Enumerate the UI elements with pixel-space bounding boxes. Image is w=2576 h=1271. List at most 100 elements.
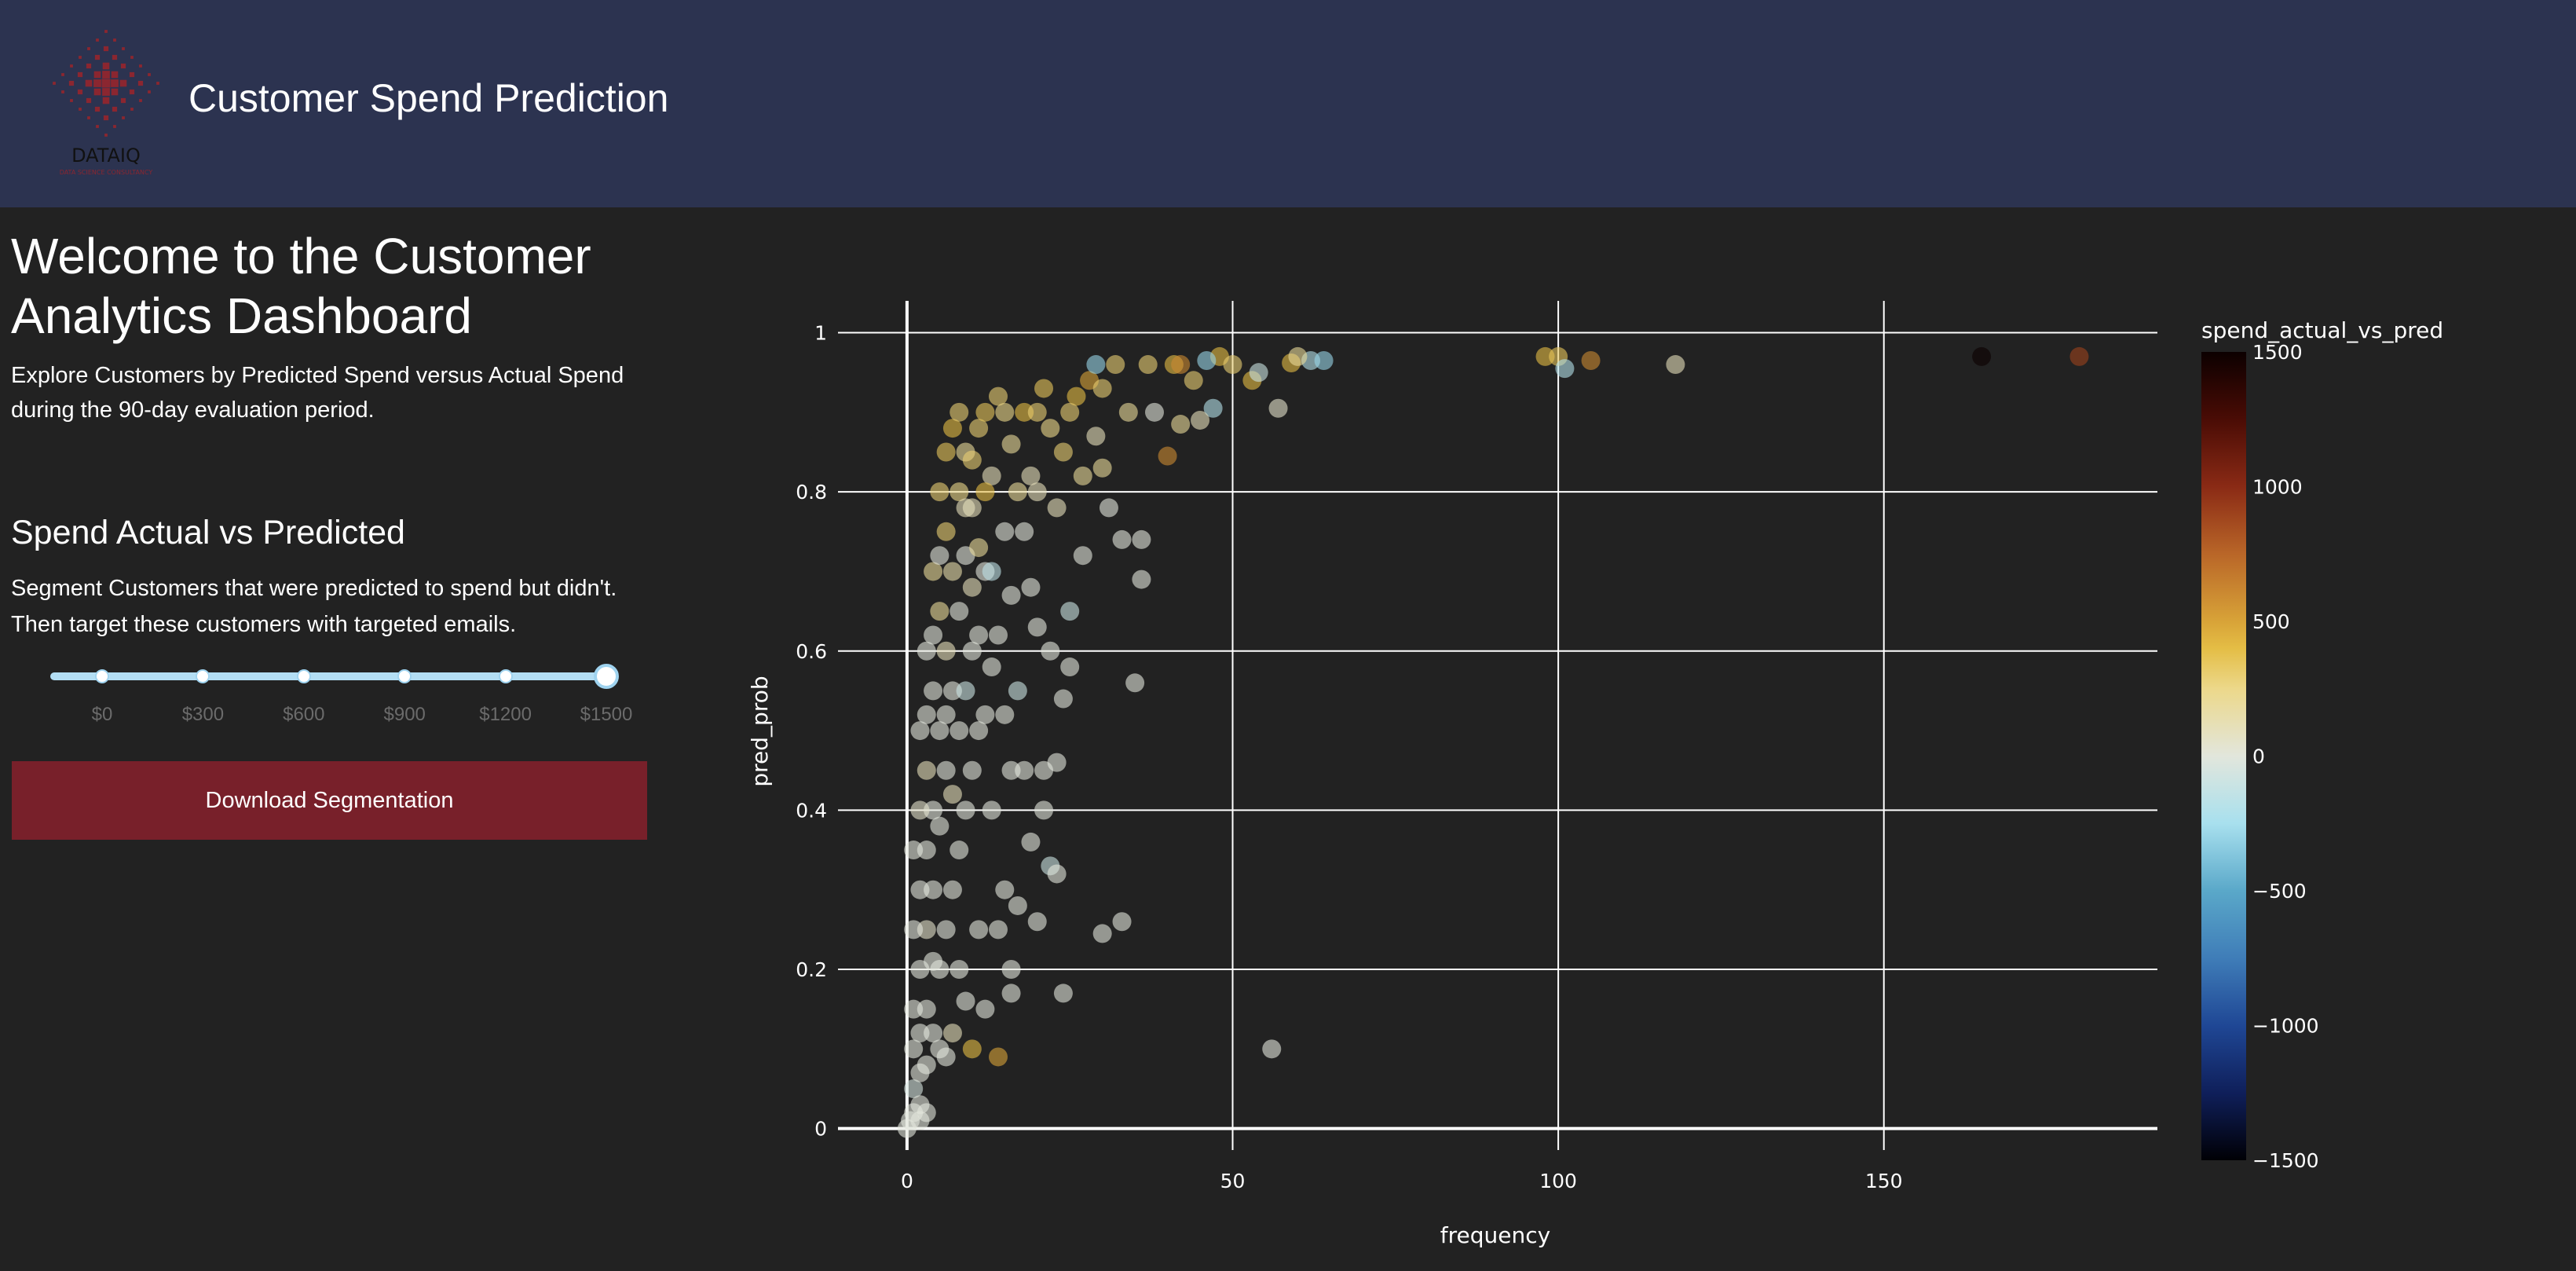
scatter-point xyxy=(917,1103,936,1123)
scatter-point xyxy=(1027,617,1047,637)
y-tick-label: 1 xyxy=(814,322,827,345)
scatter-point xyxy=(910,880,930,899)
slider-mark-label: $1500 xyxy=(580,704,633,725)
scatter-point xyxy=(904,920,924,940)
scatter-point xyxy=(910,1024,930,1043)
scatter-point xyxy=(1242,371,1262,390)
colorbar-tick-label: −1000 xyxy=(2252,1015,2319,1038)
logo-square xyxy=(102,71,110,79)
scatter-point xyxy=(924,1024,943,1043)
scatter-point xyxy=(942,880,962,899)
scatter-point xyxy=(910,721,930,741)
scatter-point xyxy=(1060,402,1080,422)
x-axis-label: frequency xyxy=(1440,1222,1550,1248)
scatter-point xyxy=(917,999,936,1019)
scatter-point xyxy=(1164,355,1184,375)
scatter-point xyxy=(1001,983,1021,1003)
scatter-point xyxy=(975,999,995,1019)
slider-step-dot[interactable] xyxy=(296,669,311,683)
scatter-point xyxy=(950,602,969,621)
slider-track[interactable] xyxy=(50,672,611,680)
logo-square xyxy=(137,80,144,86)
scatter-point xyxy=(1138,355,1158,375)
scatter-point xyxy=(942,562,962,581)
scatter-point xyxy=(1535,346,1555,366)
scatter-point xyxy=(930,482,950,502)
scatter-point xyxy=(1972,346,1992,366)
section-title: Spend Actual vs Predicted xyxy=(11,514,405,551)
logo-square xyxy=(77,89,83,95)
logo-square xyxy=(86,97,92,104)
scatter-point xyxy=(1099,498,1118,518)
scatter-point xyxy=(975,562,995,581)
slider-step-dot[interactable] xyxy=(95,669,109,683)
scatter-point xyxy=(930,546,950,566)
slider-step-dot[interactable] xyxy=(498,669,513,683)
scatter-point xyxy=(1053,442,1073,462)
logo-square xyxy=(130,108,134,111)
slider-step-dot[interactable] xyxy=(196,669,210,683)
logo-square xyxy=(139,99,142,102)
scatter-point xyxy=(988,625,1008,645)
scatter-point xyxy=(1067,386,1086,406)
scatter-point xyxy=(936,522,956,541)
scatter-point xyxy=(962,498,982,518)
scatter-point xyxy=(1008,896,1027,915)
scatter-point xyxy=(1001,585,1021,605)
scatter-point xyxy=(924,951,943,971)
scatter-point xyxy=(969,721,989,741)
scatter-point xyxy=(969,538,989,558)
scatter-point xyxy=(897,1119,917,1138)
scatter-point xyxy=(904,841,924,860)
colorbar-tick-label: 1500 xyxy=(2252,341,2303,364)
scatter-point xyxy=(1015,402,1034,422)
y-tick-label: 0.6 xyxy=(796,640,827,663)
scatter-point xyxy=(975,402,995,422)
colorbar xyxy=(2201,352,2246,1160)
scatter-point xyxy=(995,705,1015,724)
logo-square xyxy=(87,47,90,50)
logo-square xyxy=(53,82,56,85)
x-tick-label: 100 xyxy=(1539,1170,1577,1192)
y-tick-label: 0.2 xyxy=(796,958,827,981)
logo-tagline: DATA SCIENCE CONSULTANCY xyxy=(60,169,153,176)
logo-square xyxy=(104,134,108,137)
scatter-point xyxy=(1073,466,1092,485)
scatter-point xyxy=(1145,402,1165,422)
scatter-point xyxy=(1008,681,1027,701)
scatter-point xyxy=(910,960,930,980)
logo-square xyxy=(61,90,64,93)
y-tick-label: 0.8 xyxy=(796,481,827,504)
slider-step-dot[interactable] xyxy=(397,669,412,683)
scatter-point xyxy=(982,800,1001,820)
download-segmentation-button[interactable]: Download Segmentation xyxy=(12,761,647,840)
logo-square xyxy=(94,106,101,112)
scatter-point xyxy=(1314,350,1334,370)
logo-square xyxy=(120,63,126,69)
scatter-point xyxy=(936,641,956,661)
scatter-point xyxy=(910,1063,930,1082)
scatter-point xyxy=(1158,446,1177,466)
scatter-point xyxy=(988,920,1008,940)
spend-threshold-slider[interactable]: $0 $300 $600 $900 $1200 $1500 xyxy=(47,658,632,725)
scatter-point xyxy=(1060,602,1080,621)
scatter-point xyxy=(1060,657,1080,677)
scatter-point xyxy=(930,960,950,980)
y-tick-label: 0.4 xyxy=(796,799,827,822)
logo-square xyxy=(120,97,126,104)
scatter-point xyxy=(956,991,975,1011)
scatter-point xyxy=(942,785,962,804)
scatter-point xyxy=(956,800,975,820)
scatter-point xyxy=(1223,355,1242,375)
scatter-point xyxy=(995,402,1015,422)
slider-handle[interactable] xyxy=(594,664,619,689)
x-tick-label: 0 xyxy=(901,1170,913,1192)
scatter-point xyxy=(904,1039,924,1059)
logo-square xyxy=(130,56,134,59)
scatter-point xyxy=(1209,346,1229,366)
logo-square xyxy=(113,125,116,128)
scatter-point xyxy=(1001,960,1021,980)
scatter-point xyxy=(1132,570,1151,589)
scatter-point xyxy=(904,1103,924,1123)
scatter-point xyxy=(1015,522,1034,541)
